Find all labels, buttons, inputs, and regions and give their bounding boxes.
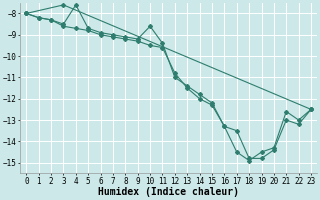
X-axis label: Humidex (Indice chaleur): Humidex (Indice chaleur)	[98, 187, 239, 197]
